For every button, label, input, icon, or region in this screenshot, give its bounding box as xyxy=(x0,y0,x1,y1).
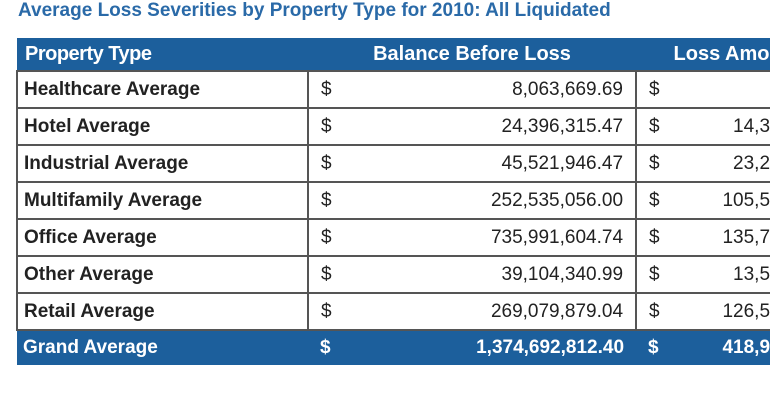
row-loss-currency: $ xyxy=(636,70,679,109)
row-loss-currency: $ xyxy=(636,181,679,220)
row-loss-currency: $ xyxy=(636,255,679,294)
row-property-type: Industrial Average xyxy=(16,144,309,183)
header-loss-amount: Loss Amo xyxy=(673,42,770,65)
row-balance-currency: $ xyxy=(308,107,350,146)
row-loss-amount: 32,2 xyxy=(678,70,770,109)
grand-average-loss-currency: $ xyxy=(648,337,659,358)
row-balance-before-loss: 24,396,315.47 xyxy=(350,107,638,146)
row-balance-currency: $ xyxy=(308,218,350,257)
row-loss-amount: 23,286,1 xyxy=(678,144,770,183)
row-balance-currency: $ xyxy=(308,255,350,294)
row-balance-before-loss: 269,079,879.04 xyxy=(350,292,638,331)
grand-average-label: Grand Average xyxy=(23,337,158,358)
grand-average-balance: 1,374,692,812.40 xyxy=(476,337,625,358)
table-row: Office Average$735,991,604.74$135,783,1 xyxy=(16,218,770,257)
table-body: Healthcare Average$8,063,669.69$32,2Hote… xyxy=(16,70,770,331)
row-loss-amount: 14,306,8 xyxy=(678,107,770,146)
row-balance-before-loss: 735,991,604.74 xyxy=(350,218,638,257)
table-title: Average Loss Severities by Property Type… xyxy=(18,0,611,21)
row-balance-before-loss: 252,535,056.00 xyxy=(350,181,638,220)
row-balance-currency: $ xyxy=(308,144,350,183)
header-row: Property Type Balance Before Loss Loss A… xyxy=(17,38,770,71)
row-property-type: Retail Average xyxy=(16,292,309,331)
loss-severity-table: Property Type Balance Before Loss Loss A… xyxy=(16,38,770,365)
table-row: Retail Average$269,079,879.04$126,508,5 xyxy=(16,292,770,331)
row-balance-before-loss: 45,521,946.47 xyxy=(350,144,638,183)
row-balance-currency: $ xyxy=(308,292,350,331)
table-row: Hotel Average$24,396,315.47$14,306,8 xyxy=(16,107,770,146)
grand-average-loss: 418,996,3 xyxy=(722,337,770,358)
row-property-type: Healthcare Average xyxy=(16,70,309,109)
row-loss-amount: 105,504,7 xyxy=(678,181,770,220)
row-property-type: Hotel Average xyxy=(16,107,309,146)
grand-average-balance-currency: $ xyxy=(320,337,331,358)
row-loss-amount: 126,508,5 xyxy=(678,292,770,331)
header-property-type: Property Type xyxy=(25,42,152,65)
table-row: Other Average$39,104,340.99$13,574,7 xyxy=(16,255,770,294)
table-row: Industrial Average$45,521,946.47$23,286,… xyxy=(16,144,770,183)
row-property-type: Multifamily Average xyxy=(16,181,309,220)
row-loss-amount: 135,783,1 xyxy=(678,218,770,257)
row-loss-currency: $ xyxy=(636,144,679,183)
table-row: Multifamily Average $252,535,056.00 $105,5… xyxy=(16,181,770,220)
row-loss-amount: 13,574,7 xyxy=(678,255,770,294)
table-row: Healthcare Average$8,063,669.69$32,2 xyxy=(16,70,770,109)
row-balance-currency: $ xyxy=(308,70,350,109)
row-loss-currency: $ xyxy=(636,292,679,331)
header-balance-before-loss: Balance Before Loss xyxy=(373,42,571,65)
row-balance-before-loss: 39,104,340.99 xyxy=(350,255,638,294)
row-balance-before-loss: 8,063,669.69 xyxy=(350,70,638,109)
row-property-type: Other Average xyxy=(16,255,309,294)
grand-average-row: Grand Average $ 1,374,692,812.40 $ 418,9… xyxy=(17,330,770,365)
row-balance-currency: $ xyxy=(308,181,350,220)
row-loss-currency: $ xyxy=(636,107,679,146)
row-property-type: Office Average xyxy=(16,218,309,257)
row-loss-currency: $ xyxy=(636,218,679,257)
